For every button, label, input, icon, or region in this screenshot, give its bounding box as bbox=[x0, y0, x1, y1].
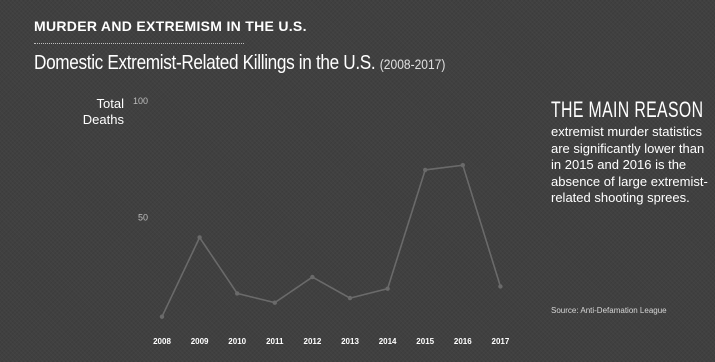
data-point-2009 bbox=[197, 235, 202, 240]
chart-title-text: Domestic Extremist-Related Killings in t… bbox=[34, 52, 376, 74]
series-line bbox=[161, 164, 502, 318]
x-tick-label: 2008 bbox=[153, 337, 171, 346]
x-tick-label: 2017 bbox=[492, 337, 510, 346]
data-point-2017 bbox=[498, 284, 503, 289]
x-tick-label: 2015 bbox=[416, 337, 434, 346]
data-point-2014 bbox=[385, 286, 390, 291]
x-tick-label: 2016 bbox=[454, 337, 472, 346]
sidebar-text: extremist murder statistics are signific… bbox=[551, 124, 708, 205]
chart-title-years: (2008-2017) bbox=[379, 56, 446, 72]
data-point-2011 bbox=[272, 300, 277, 305]
data-point-2015 bbox=[423, 167, 428, 173]
y-axis-label: Total Deaths bbox=[82, 96, 124, 127]
data-point-2012 bbox=[310, 274, 315, 280]
x-tick-label: 2009 bbox=[191, 337, 209, 346]
y-tick-label: 50 bbox=[138, 213, 148, 223]
series-layer bbox=[159, 163, 503, 319]
section-kicker: MURDER AND EXTREMISM IN THE U.S. bbox=[34, 18, 307, 34]
y-tick-label: 100 bbox=[133, 96, 148, 106]
data-point-2016 bbox=[460, 163, 465, 168]
x-tick-label: 2012 bbox=[304, 337, 322, 346]
data-point-2008 bbox=[159, 314, 165, 319]
x-tick-label: 2011 bbox=[266, 337, 284, 346]
x-tick-label: 2010 bbox=[228, 337, 246, 346]
chart-title: Domestic Extremist-Related Killings in t… bbox=[34, 52, 445, 75]
x-ticks: 2008 2009 2010 2011 2012 2013 2014 2015 2016 2017 bbox=[153, 337, 510, 346]
y-ticks: 50 100 bbox=[133, 96, 148, 223]
data-point-2010 bbox=[235, 291, 240, 296]
source-note: Source: Anti-Defamation League bbox=[551, 306, 667, 315]
data-point-2013 bbox=[347, 295, 353, 301]
sidebar-heading: THE MAIN REASON bbox=[551, 97, 704, 122]
x-tick-label: 2013 bbox=[341, 337, 359, 346]
kicker-divider bbox=[34, 43, 244, 45]
x-tick-label: 2014 bbox=[379, 337, 397, 346]
